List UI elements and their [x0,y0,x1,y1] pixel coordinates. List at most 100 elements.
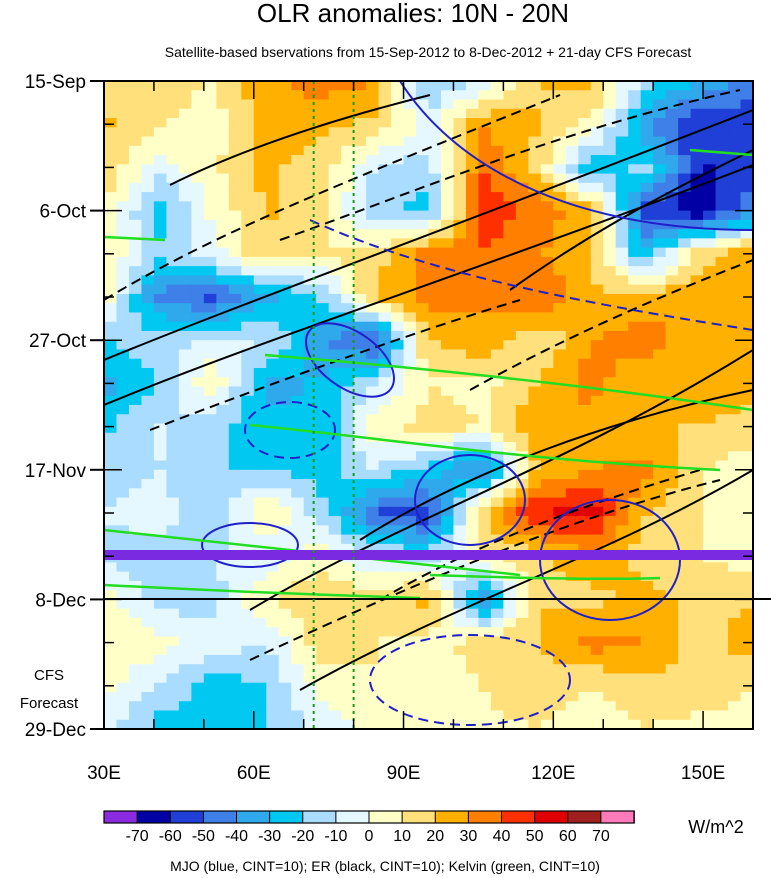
anomaly-cell [528,543,542,554]
colorbar-swatch [501,810,536,824]
colorbar-swatch [434,810,470,824]
anomaly-cell [178,330,192,341]
anomaly-cell [353,442,367,452]
anomaly-cell [590,534,604,545]
anomaly-cell [740,303,753,314]
anomaly-cell [228,590,242,600]
anomaly-cell [540,599,554,610]
anomaly-cell [578,312,592,323]
anomaly-cell [490,164,504,175]
anomaly-cell [715,405,729,415]
anomaly-cell [153,173,167,184]
anomaly-cell [440,654,455,665]
anomaly-cell [191,238,205,249]
anomaly-cell [615,710,629,721]
anomaly-cell [540,386,554,397]
anomaly-cell [353,210,367,221]
anomaly-cell [740,136,753,147]
anomaly-cell [540,710,554,721]
anomaly-cell [216,682,230,693]
anomaly-cell [203,284,217,295]
anomaly-cell [191,173,205,184]
anomaly-cell [740,164,753,175]
anomaly-cell [291,349,305,360]
anomaly-cell [728,423,742,434]
er-contours [104,94,753,691]
anomaly-cell [678,479,692,489]
anomaly-cell [203,617,217,628]
anomaly-cell [490,108,504,119]
anomaly-cell [465,164,480,175]
anomaly-cell [353,330,367,341]
anomaly-cell [266,516,280,526]
anomaly-cell [553,136,567,147]
anomaly-cell [253,488,267,499]
anomaly-cell [628,405,642,415]
anomaly-cell [416,617,430,628]
anomaly-cell [465,562,480,573]
anomaly-cell [590,469,604,480]
anomaly-cell [553,682,567,693]
anomaly-cell [528,349,542,360]
anomaly-cell [640,719,654,729]
anomaly-cell [153,506,167,517]
anomaly-cell [503,229,517,239]
anomaly-cell [490,99,504,110]
anomaly-cell [690,358,704,369]
anomaly-cell [203,108,217,119]
anomaly-cell [266,405,280,415]
anomaly-cell [353,617,367,628]
anomaly-cell [253,81,267,91]
anomaly-cell [490,627,504,638]
anomaly-cell [728,627,742,638]
anomaly-cell [503,673,517,684]
anomaly-cell [228,636,242,647]
anomaly-cell [465,664,480,675]
anomaly-cell [328,182,342,193]
anomaly-cell [690,451,704,462]
anomaly-cell [615,377,629,388]
anomaly-cell [678,247,692,258]
anomaly-cell [291,99,305,110]
anomaly-cell [465,645,480,656]
anomaly-cell [116,330,130,341]
anomaly-cell [465,627,480,638]
colorbar-swatch [567,810,602,824]
anomaly-cell [266,479,280,489]
anomaly-cell [503,81,517,91]
anomaly-cell [678,405,692,415]
anomaly-cell [590,479,604,489]
anomaly-cell [278,562,292,573]
anomaly-cell [366,543,380,554]
anomaly-cell [141,99,155,110]
anomaly-cell [216,219,230,230]
anomaly-cell [178,358,192,369]
anomaly-cell [728,164,742,175]
anomaly-cell [228,608,242,619]
anomaly-cell [428,99,442,110]
anomaly-cell [116,469,130,480]
anomaly-cell [266,81,280,91]
anomaly-cell [203,673,217,684]
anomaly-cell [403,201,417,212]
anomaly-cell [540,525,554,536]
anomaly-cell [478,516,492,526]
anomaly-cell [416,293,430,304]
anomaly-cell [253,654,267,665]
anomaly-cell [303,238,317,249]
anomaly-cell [353,293,367,304]
anomaly-cell [253,479,267,489]
anomaly-cell [690,405,704,415]
anomaly-cell [178,247,192,258]
anomaly-cell [391,330,405,341]
anomaly-cell [291,710,305,721]
anomaly-cell [503,256,517,267]
x-axis: 30E 60E 90E 120E 150E [87,81,754,784]
anomaly-cell [203,442,217,452]
anomaly-cell [166,395,180,406]
anomaly-cell [416,599,430,610]
anomaly-cell [228,367,242,378]
anomaly-cell [153,164,167,175]
anomaly-cell [428,108,442,119]
anomaly-cell [278,210,292,221]
